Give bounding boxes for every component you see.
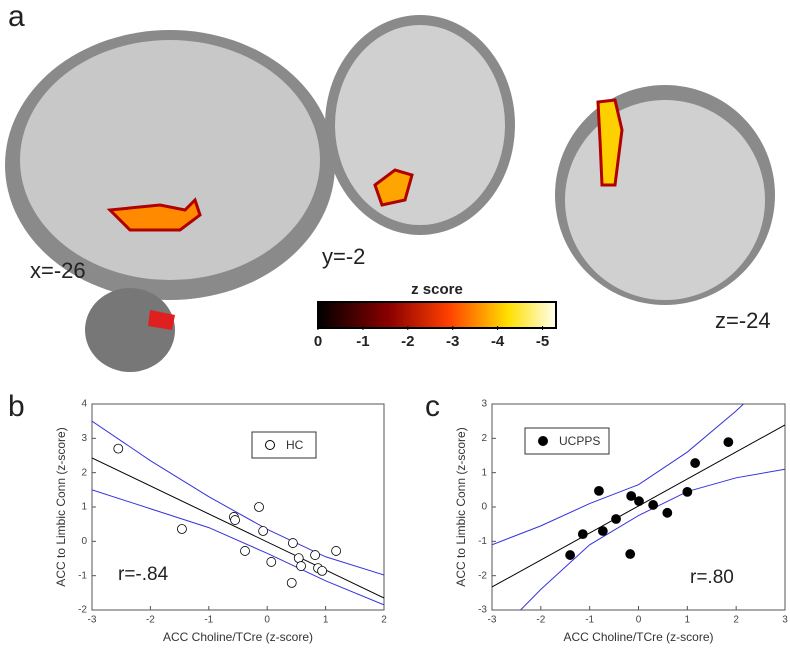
- y-tick-label: 0: [81, 536, 87, 547]
- y-tick-label: 2: [81, 467, 87, 478]
- colorbar: [317, 301, 557, 329]
- point: [690, 458, 701, 468]
- x-axis-label: ACC Choline/TCre (z-score): [563, 630, 713, 644]
- y-tick-label: 0: [481, 502, 487, 513]
- point: [634, 496, 644, 507]
- fit-line: [92, 420, 384, 576]
- slice-label: z=-24: [715, 308, 771, 333]
- fit-line: [92, 489, 384, 606]
- colorbar-tick-label: 0: [314, 333, 322, 350]
- point: [266, 557, 277, 567]
- point: [287, 538, 298, 548]
- x-tick-label: 0: [636, 615, 642, 626]
- point: [310, 550, 320, 560]
- y-tick-label: 1: [481, 467, 487, 478]
- brain-images: [5, 15, 775, 372]
- y-tick-label: -2: [478, 570, 487, 581]
- x-tick-label: 2: [733, 615, 739, 626]
- point: [577, 529, 588, 540]
- slice-label: y=-2: [322, 244, 365, 269]
- point: [662, 507, 673, 518]
- legend-marker: [265, 440, 275, 450]
- x-tick-label: 3: [782, 615, 788, 626]
- colorbar-tick-label: -3: [446, 333, 459, 350]
- point: [113, 443, 124, 454]
- y-tick-label: -1: [478, 536, 487, 547]
- y-tick-label: -2: [78, 605, 87, 616]
- y-axis-label: ACC to Limbic Conn (z-score): [54, 427, 68, 586]
- x-tick-label: 2: [381, 615, 387, 626]
- plot-area: [91, 403, 385, 611]
- point: [296, 561, 306, 571]
- x-axis-label: ACC Choline/TCre (z-score): [163, 630, 313, 644]
- y-tick-label: 3: [81, 433, 87, 444]
- point: [177, 524, 187, 534]
- annotation: r=-.84: [118, 564, 169, 585]
- panel-label: b: [8, 390, 25, 423]
- point: [230, 515, 240, 525]
- point: [648, 500, 659, 510]
- fit-line: [92, 457, 384, 599]
- slice-label: x=-26: [30, 258, 86, 283]
- x-tick-label: 1: [685, 615, 691, 626]
- point: [254, 502, 264, 512]
- y-tick-label: -3: [478, 605, 487, 616]
- point: [331, 546, 342, 556]
- colorbar-title: z score: [411, 281, 463, 298]
- colorbar-tick-label: -1: [356, 333, 369, 350]
- colorbar-tick-label: -4: [491, 333, 505, 350]
- point: [625, 549, 636, 559]
- legend-label: UCPPS: [559, 434, 600, 448]
- colorbar-tick-label: -5: [536, 333, 549, 350]
- fit-line: [519, 468, 785, 610]
- x-tick-label: -2: [146, 615, 155, 626]
- point: [240, 546, 250, 556]
- x-tick-label: -3: [88, 615, 97, 626]
- x-tick-label: -3: [488, 615, 497, 626]
- point: [597, 526, 608, 536]
- x-tick-label: 0: [264, 615, 270, 626]
- point: [611, 514, 621, 524]
- point: [682, 486, 693, 497]
- x-tick-label: -2: [536, 615, 545, 626]
- point: [626, 491, 637, 501]
- x-tick-label: -1: [204, 615, 213, 626]
- y-tick-label: 3: [481, 399, 487, 410]
- fit-line: [492, 404, 745, 546]
- panel-label: a: [8, 0, 25, 33]
- point: [565, 550, 576, 560]
- y-tick-label: -1: [78, 570, 87, 581]
- point: [317, 565, 327, 576]
- legend-box: [251, 431, 317, 459]
- y-tick-label: 2: [481, 433, 487, 444]
- legend-marker: [538, 436, 548, 446]
- point: [286, 577, 297, 588]
- legend-label: HC: [286, 438, 304, 452]
- point: [258, 526, 269, 536]
- x-tick-label: -1: [585, 615, 594, 626]
- y-tick-label: 1: [81, 502, 87, 513]
- y-tick-label: 4: [81, 399, 87, 410]
- panel-label: c: [425, 390, 440, 423]
- point: [594, 485, 604, 496]
- colorbar-tick-label: -2: [401, 333, 414, 350]
- x-tick-label: 1: [323, 615, 329, 626]
- y-axis-label: ACC to Limbic Conn (z-score): [454, 427, 468, 586]
- annotation: r=.80: [690, 567, 734, 588]
- point: [723, 437, 734, 448]
- plot-clip: [92, 420, 384, 606]
